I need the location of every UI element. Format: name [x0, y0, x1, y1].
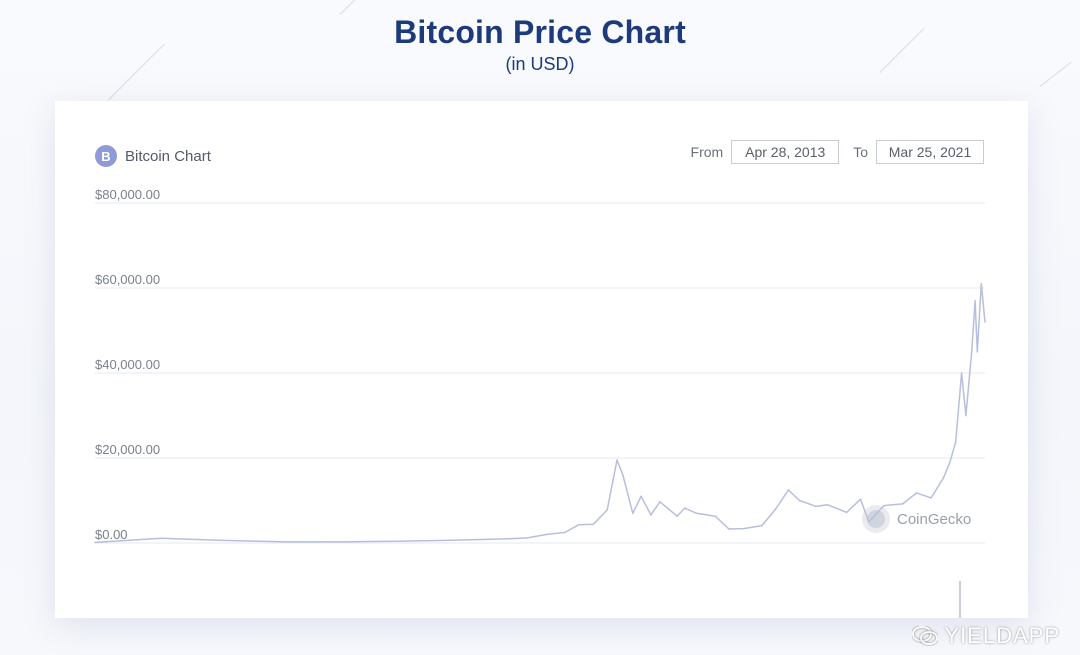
- price-point: [774, 508, 777, 511]
- y-tick-label: $80,000.00: [95, 187, 160, 202]
- price-point: [930, 497, 932, 499]
- price-point: [592, 523, 595, 526]
- price-point: [960, 372, 963, 374]
- chart-card: B Bitcoin Chart From Apr 28, 2013 To Mar…: [55, 101, 1028, 618]
- price-point: [949, 461, 951, 464]
- bitcoin-icon: B: [95, 145, 117, 167]
- price-point: [684, 507, 686, 509]
- price-point: [508, 538, 511, 540]
- price-point: [676, 515, 678, 517]
- grid-layer: [95, 202, 985, 544]
- price-point: [606, 509, 608, 511]
- chart-name: Bitcoin Chart: [125, 147, 211, 165]
- price-point: [348, 541, 351, 543]
- chart-card-title: B Bitcoin Chart: [95, 145, 211, 167]
- price-chart: $0.00 $20,000.00 $40,000.00 $60,000.00 $80,0…: [94, 187, 986, 618]
- wechat-icon: [912, 626, 939, 645]
- price-point: [942, 477, 945, 479]
- price-point: [915, 492, 918, 494]
- price-point: [761, 524, 763, 527]
- price-point: [578, 523, 580, 526]
- y-tick-labels: $0.00 $20,000.00 $40,000.00 $60,000.00 $80,0…: [95, 187, 160, 542]
- price-point: [640, 495, 642, 498]
- price-point: [965, 414, 967, 417]
- price-point: [695, 512, 698, 515]
- price-point: [980, 283, 983, 285]
- y-tick-label: $60,000.00: [95, 272, 160, 287]
- price-point: [160, 537, 163, 540]
- price-point: [451, 539, 454, 541]
- wechat-watermark: YIELDAPP: [912, 623, 1060, 649]
- page-subtitle: (in USD): [505, 54, 575, 74]
- series-layer: [94, 283, 986, 544]
- price-point: [970, 351, 973, 353]
- y-tick-label: $0.00: [95, 527, 128, 542]
- date-range-selector: From Apr 28, 2013 To Mar 25, 2021: [683, 140, 984, 164]
- price-point: [954, 441, 957, 443]
- decorative-line: [339, 0, 359, 15]
- price-point: [787, 489, 790, 491]
- coingecko-brand: CoinGecko: [862, 505, 971, 533]
- from-label: From: [690, 144, 724, 160]
- price-point: [564, 531, 566, 534]
- price-point: [984, 321, 986, 323]
- price-point: [395, 540, 398, 542]
- coingecko-logo-inner: [867, 510, 885, 528]
- price-point: [650, 514, 652, 516]
- price-point: [632, 512, 634, 515]
- price-point: [859, 498, 862, 501]
- price-point: [659, 501, 661, 503]
- price-point: [798, 499, 801, 502]
- price-line: [94, 283, 986, 544]
- price-point: [815, 505, 817, 508]
- price-point: [622, 474, 624, 476]
- price-point: [827, 504, 829, 506]
- price-point: [742, 527, 745, 530]
- price-point: [616, 459, 618, 461]
- to-date-field[interactable]: Mar 25, 2021: [876, 140, 984, 164]
- price-point: [714, 515, 717, 517]
- price-point: [526, 537, 529, 539]
- from-date-field[interactable]: Apr 28, 2013: [731, 140, 840, 164]
- price-point: [287, 541, 289, 543]
- price-point: [728, 528, 730, 530]
- page-title: Bitcoin Price Chart: [394, 14, 686, 50]
- y-tick-label: $20,000.00: [95, 442, 160, 457]
- price-point: [545, 533, 547, 536]
- to-label: To: [853, 144, 868, 160]
- price-point: [845, 511, 848, 514]
- price-point: [217, 539, 219, 541]
- price-point: [94, 541, 96, 544]
- price-point: [974, 300, 976, 302]
- y-tick-label: $40,000.00: [95, 357, 160, 372]
- price-point: [976, 351, 979, 353]
- price-point: [883, 504, 885, 507]
- coingecko-label: CoinGecko: [897, 511, 971, 528]
- price-point: [901, 503, 904, 505]
- price-point: [868, 521, 870, 523]
- watermark-text: YIELDAPP: [944, 623, 1060, 648]
